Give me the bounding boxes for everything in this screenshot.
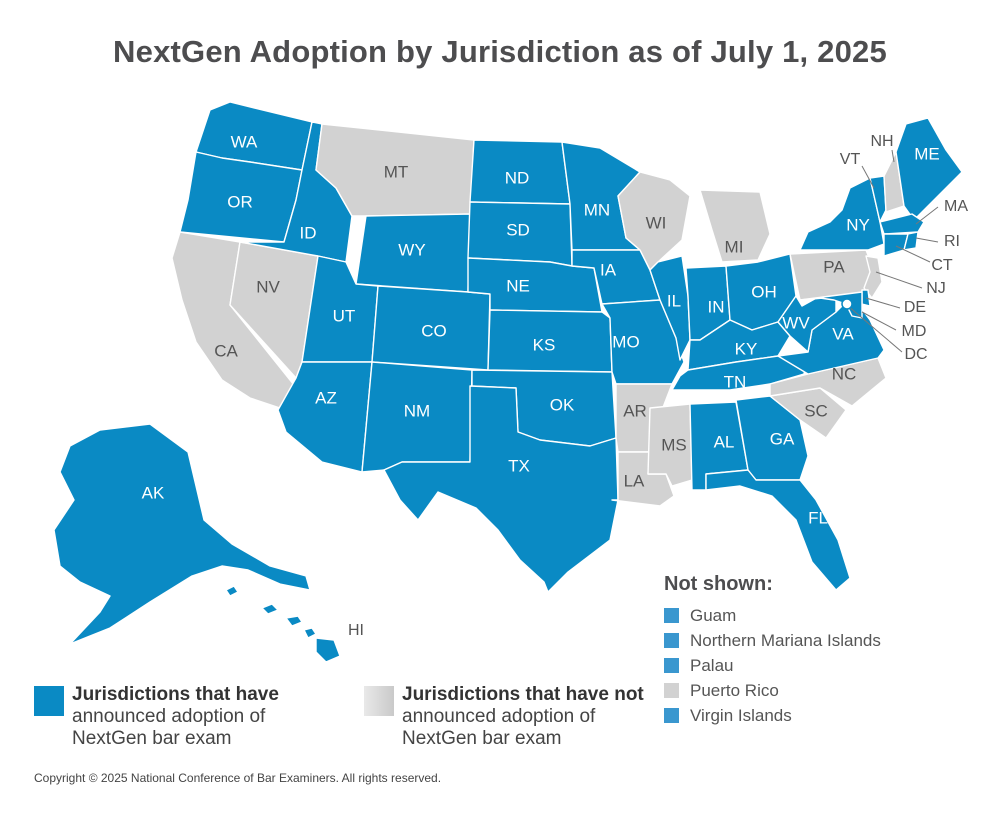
state-label-ny: NY [846,215,870,234]
state-label-wv: WV [782,313,810,332]
state-label-oh: OH [751,282,777,301]
map-title: NextGen Adoption by Jurisdiction as of J… [113,34,887,69]
state-label-vt: VT [840,151,861,168]
state-label-dc: DC [904,346,927,363]
state-label-wa: WA [231,132,258,151]
state-label-in: IN [708,297,725,316]
state-label-or: OR [227,192,253,211]
leader-line [865,297,901,309]
state-tx [383,385,619,593]
legend-not-adopted-line2: announced adoption of [402,706,596,727]
state-label-id: ID [300,223,317,242]
leader-line [847,305,903,353]
state-il [649,255,691,361]
state-label-ri: RI [944,233,960,250]
state-label-de: DE [904,299,926,316]
state-label-wi: WI [646,213,667,232]
not-shown-label: Northern Mariana Islands [690,631,881,650]
state-label-la: LA [624,471,645,490]
state-fl [705,469,851,591]
state-label-il: IL [667,291,681,310]
state-label-ct: CT [931,257,953,274]
state-label-ok: OK [550,395,575,414]
legend-swatch-adopted [34,686,64,716]
state-label-tn: TN [724,372,747,391]
leader-line [891,149,895,163]
state-label-va: VA [832,324,854,343]
state-label-mn: MN [584,200,610,219]
state-label-wy: WY [398,240,425,259]
state-label-nd: ND [505,168,530,187]
state-label-me: ME [914,144,940,163]
legend-adopted-line3: NextGen bar exam [72,728,232,749]
not-shown-swatch [664,683,679,698]
leader-line [915,237,939,243]
copyright: Copyright © 2025 National Conference of … [34,771,442,785]
state-label-co: CO [421,321,447,340]
state-me [895,117,963,221]
not-shown-swatch [664,658,679,673]
dc-star-icon [841,298,853,310]
state-ma [879,213,925,235]
state-label-mt: MT [384,162,409,181]
state-label-sd: SD [506,220,530,239]
state-label-mi: MI [725,237,744,256]
state-label-ak: AK [142,483,165,502]
state-label-md: MD [902,323,927,340]
state-label-fl: FL [808,508,828,527]
state-label-nm: NM [404,401,430,420]
state-label-pa: PA [823,257,845,276]
state-ny [799,177,885,251]
state-label-sc: SC [804,401,828,420]
state-ak [53,423,311,645]
state-label-ne: NE [506,276,530,295]
not-shown-label: Palau [690,656,734,675]
state-label-ut: UT [333,306,356,325]
legend-adopted-line2: announced adoption of [72,706,266,727]
state-nj [863,255,883,299]
state-label-ga: GA [770,429,795,448]
state-ri [903,231,919,251]
legend-swatch-not-adopted [364,686,394,716]
leader-line [895,245,931,263]
not-shown-swatch [664,608,679,623]
state-wv [777,295,837,353]
not-shown-swatch [664,708,679,723]
state-label-ms: MS [661,435,687,454]
not-shown-label: Virgin Islands [690,706,792,725]
us-map: WA OR CA NV ID MT WY UT CO AZ NM ND SD NE KS OK TX MN IA MO… [53,101,968,663]
state-label-mo: MO [612,332,639,351]
state-label-ky: KY [735,339,758,358]
leader-line [861,311,897,331]
state-hi [225,585,341,663]
leader-line [875,271,923,289]
legend-adopted-title: Jurisdictions that have [72,684,279,705]
state-label-nh: NH [870,133,893,150]
not-shown-title: Not shown: [664,573,773,595]
state-label-ma: MA [944,198,968,215]
state-mi [699,189,771,263]
state-label-nc: NC [832,364,857,383]
legend-not-adopted-title: Jurisdictions that have not [402,684,644,705]
state-ct [883,233,909,257]
legend-adopted: Jurisdictions that have announced adopti… [72,684,279,750]
state-label-tx: TX [508,456,530,475]
not-shown-swatch [664,633,679,648]
legend-not-adopted: Jurisdictions that have not announced ad… [402,684,644,750]
state-label-az: AZ [315,388,337,407]
not-shown-label: Guam [690,606,737,625]
state-label-ca: CA [214,341,238,360]
legend-not-adopted-line3: NextGen bar exam [402,728,562,749]
state-label-ia: IA [600,260,617,279]
not-shown-label: Puerto Rico [690,681,779,700]
state-label-al: AL [714,432,735,451]
state-label-hi: HI [348,622,364,639]
leader-line [915,206,939,225]
state-label-nj: NJ [926,280,946,297]
state-az [277,361,373,473]
state-label-ks: KS [533,335,556,354]
leader-line [861,165,875,189]
state-label-ar: AR [623,401,647,420]
state-label-nv: NV [256,277,280,296]
